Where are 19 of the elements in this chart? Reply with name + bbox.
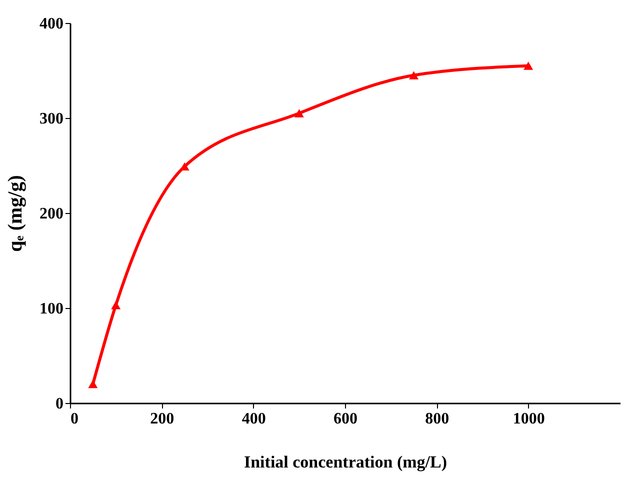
y-tick-label: 300 [40, 110, 64, 128]
x-axis-title: Initial concentration (mg/L) [244, 452, 448, 472]
point [111, 301, 121, 310]
x-tick-label: 800 [425, 410, 450, 428]
y-tick-label: 200 [40, 206, 64, 222]
x-tick-label: 1000 [512, 410, 545, 428]
x-tick-label: 200 [150, 410, 174, 428]
y-tick-label: 0 [56, 396, 64, 412]
y-tick-label: 100 [40, 300, 64, 318]
x-tick-label: 600 [334, 410, 358, 428]
y-tick-label: 400 [40, 16, 64, 32]
y-axis-title: qₑ (mg/g) [4, 175, 26, 252]
x-tick-label: 0 [70, 410, 78, 428]
point [294, 109, 304, 118]
point [180, 162, 190, 171]
point [88, 380, 98, 388]
point [409, 71, 418, 80]
point [524, 62, 534, 70]
x-tick-label: 400 [242, 410, 266, 428]
